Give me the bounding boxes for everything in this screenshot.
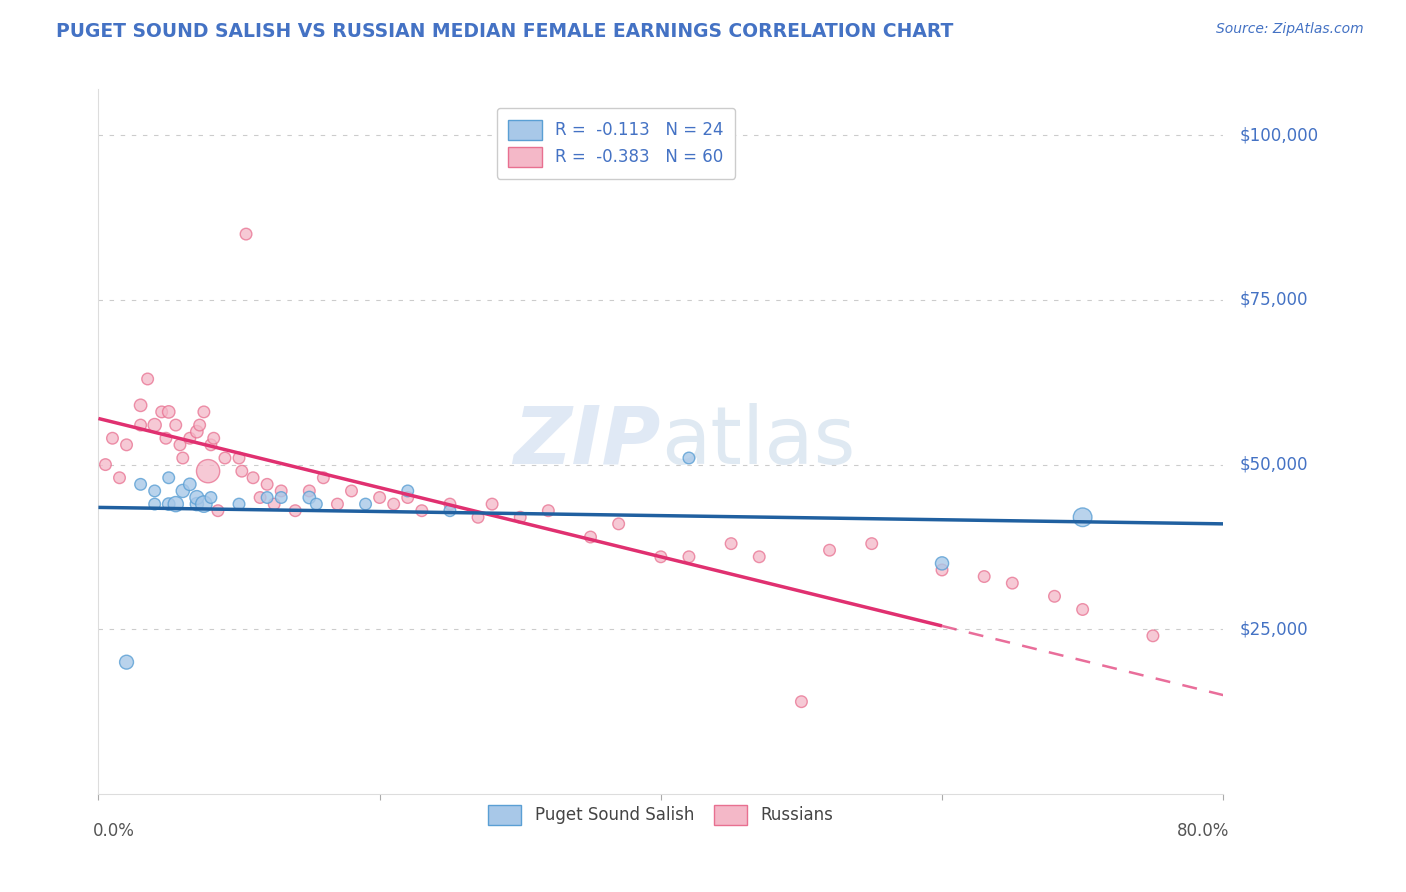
Point — [165, 497, 187, 511]
Point — [136, 372, 159, 386]
Point — [157, 471, 180, 485]
Point — [678, 549, 700, 564]
Legend: Puget Sound Salish, Russians: Puget Sound Salish, Russians — [478, 795, 844, 835]
Point — [1043, 590, 1066, 604]
Point — [678, 450, 700, 465]
Point — [193, 405, 215, 419]
Point — [249, 491, 271, 505]
Point — [1001, 576, 1024, 591]
Point — [607, 516, 630, 531]
Point — [931, 563, 953, 577]
Point — [284, 504, 307, 518]
Point — [207, 504, 229, 518]
Point — [256, 491, 278, 505]
Point — [354, 497, 377, 511]
Text: $75,000: $75,000 — [1240, 291, 1309, 309]
Point — [188, 418, 211, 433]
Point — [186, 425, 208, 439]
Point — [931, 557, 953, 571]
Point — [197, 464, 219, 478]
Point — [1071, 602, 1094, 616]
Point — [143, 497, 166, 511]
Text: $100,000: $100,000 — [1240, 127, 1319, 145]
Point — [231, 464, 253, 478]
Point — [157, 405, 180, 419]
Point — [439, 497, 461, 511]
Text: Source: ZipAtlas.com: Source: ZipAtlas.com — [1216, 22, 1364, 37]
Point — [193, 497, 215, 511]
Point — [312, 471, 335, 485]
Point — [172, 483, 194, 498]
Point — [150, 405, 173, 419]
Point — [396, 483, 419, 498]
Point — [214, 450, 236, 465]
Point — [165, 418, 187, 433]
Point — [101, 431, 124, 445]
Point — [650, 549, 672, 564]
Point — [481, 497, 503, 511]
Point — [157, 497, 180, 511]
Point — [439, 504, 461, 518]
Point — [368, 491, 391, 505]
Point — [298, 491, 321, 505]
Point — [115, 655, 138, 669]
Point — [108, 471, 131, 485]
Text: PUGET SOUND SALISH VS RUSSIAN MEDIAN FEMALE EARNINGS CORRELATION CHART: PUGET SOUND SALISH VS RUSSIAN MEDIAN FEM… — [56, 22, 953, 41]
Point — [860, 536, 883, 550]
Point — [509, 510, 531, 524]
Point — [228, 450, 250, 465]
Point — [382, 497, 405, 511]
Text: 80.0%: 80.0% — [1177, 822, 1229, 840]
Point — [396, 491, 419, 505]
Point — [298, 483, 321, 498]
Point — [537, 504, 560, 518]
Point — [228, 497, 250, 511]
Point — [973, 569, 995, 583]
Point — [467, 510, 489, 524]
Point — [270, 483, 292, 498]
Text: $50,000: $50,000 — [1240, 456, 1309, 474]
Point — [326, 497, 349, 511]
Text: 0.0%: 0.0% — [93, 822, 135, 840]
Point — [200, 491, 222, 505]
Point — [748, 549, 770, 564]
Point — [129, 398, 152, 412]
Point — [263, 497, 285, 511]
Point — [818, 543, 841, 558]
Point — [179, 477, 201, 491]
Point — [411, 504, 433, 518]
Point — [1142, 629, 1164, 643]
Point — [143, 483, 166, 498]
Point — [579, 530, 602, 544]
Point — [186, 491, 208, 505]
Point — [94, 458, 117, 472]
Text: atlas: atlas — [661, 402, 855, 481]
Point — [202, 431, 225, 445]
Text: ZIP: ZIP — [513, 402, 661, 481]
Point — [186, 497, 208, 511]
Point — [155, 431, 177, 445]
Point — [129, 418, 152, 433]
Text: $25,000: $25,000 — [1240, 620, 1309, 639]
Point — [143, 418, 166, 433]
Point — [256, 477, 278, 491]
Point — [790, 695, 813, 709]
Point — [115, 438, 138, 452]
Point — [340, 483, 363, 498]
Point — [129, 477, 152, 491]
Point — [169, 438, 191, 452]
Point — [305, 497, 328, 511]
Point — [235, 227, 257, 241]
Point — [270, 491, 292, 505]
Point — [200, 438, 222, 452]
Point — [179, 431, 201, 445]
Point — [720, 536, 742, 550]
Point — [172, 450, 194, 465]
Point — [242, 471, 264, 485]
Point — [1071, 510, 1094, 524]
